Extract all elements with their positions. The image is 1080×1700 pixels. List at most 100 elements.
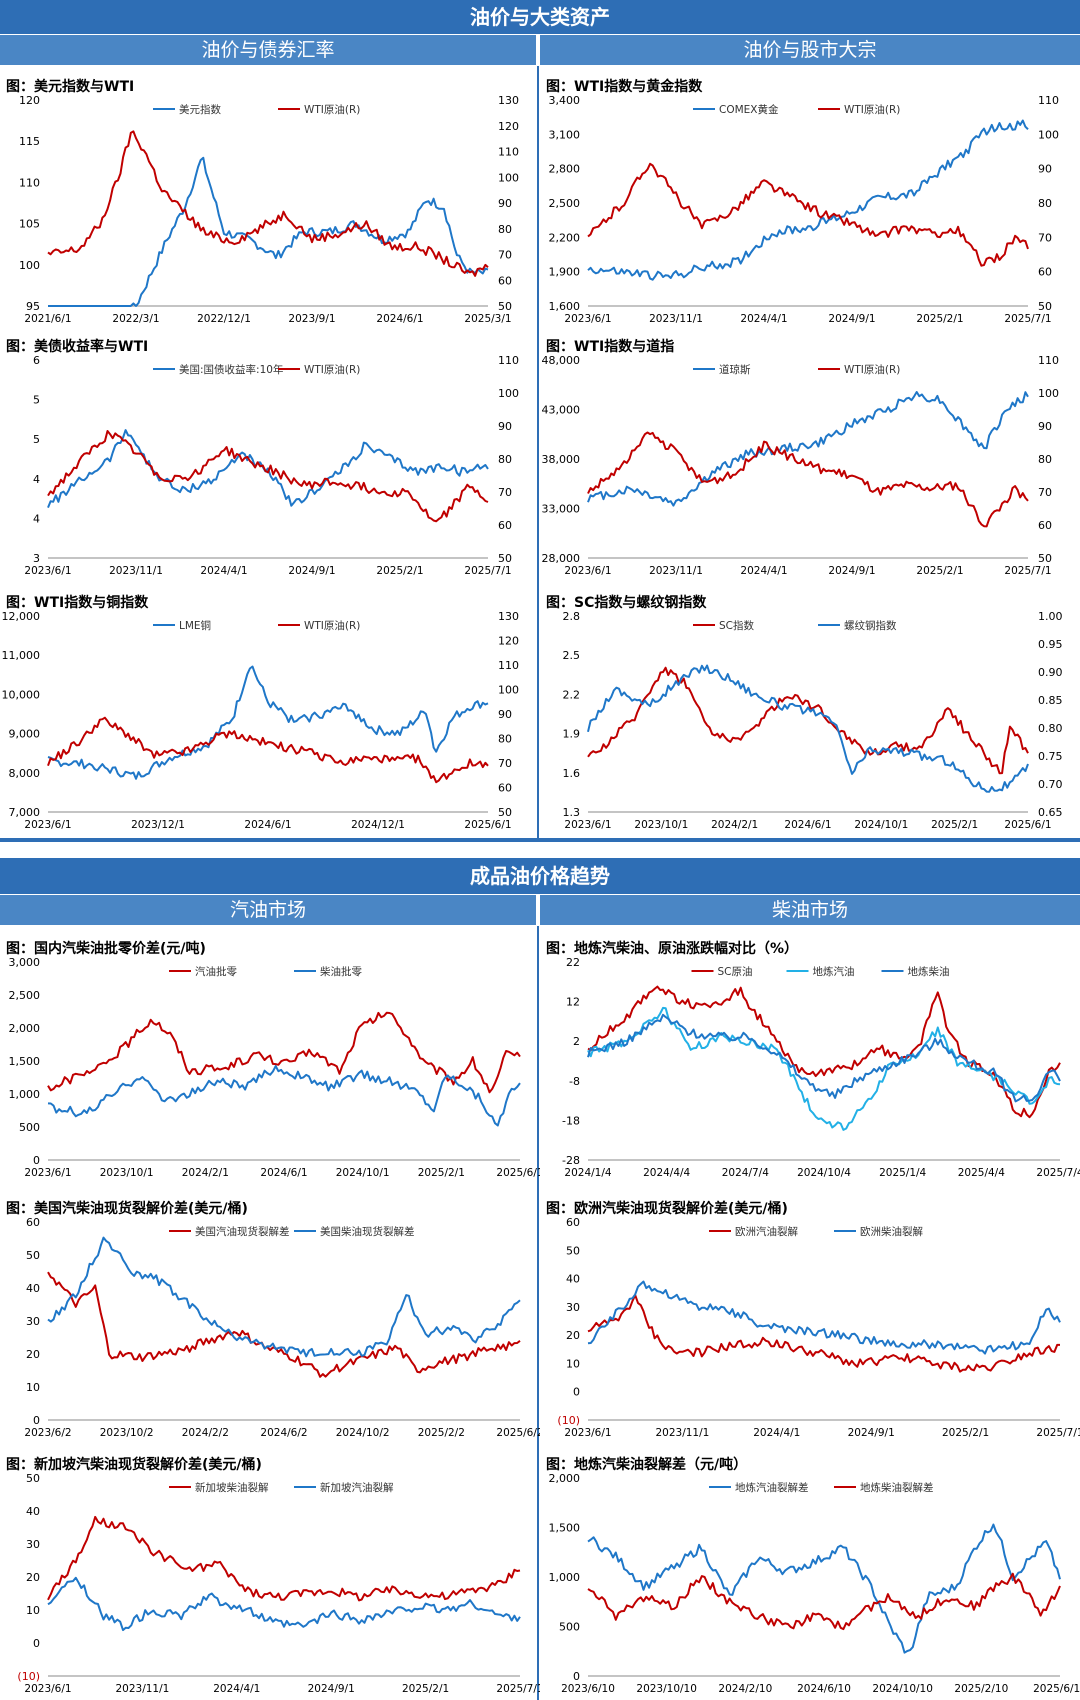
chart-panel-wti-copper: 图：WTI指数与铜指数 12,000 11,000 10,000 9,000 8,000…: [0, 588, 540, 836]
series-line: [47, 665, 489, 780]
series-line: [587, 1572, 1061, 1631]
y-tick-label: 3,400: [549, 94, 581, 107]
legend-label: WTI原油(R): [844, 103, 900, 116]
y-tick-label: 2,500: [549, 197, 581, 210]
y2-tick-label: 110: [1038, 94, 1059, 107]
y-tick-label: 2.2: [563, 688, 581, 701]
chart-svg: 12,000 11,000 10,000 9,000 8,000 7,000 130 120 1…: [2, 610, 520, 831]
top-banner: 油价与大类资产: [0, 0, 1080, 34]
x-tick-label: 2024/7/4: [722, 1167, 769, 1179]
legend-label: 地炼汽油裂解差: [735, 1481, 809, 1494]
chart-title: 图：地炼汽柴油裂解差（元/吨）: [546, 1457, 748, 1473]
y-tick-label: 115: [19, 135, 40, 148]
x-tick-label: 2024/10/1: [854, 819, 908, 831]
series-line: [47, 430, 489, 523]
y-tick-label: 2,000: [9, 1022, 41, 1035]
y-tick-label: 0: [573, 1386, 580, 1399]
chart-title: 图：美元指数与WTI: [6, 79, 135, 95]
y-tick-label: 40: [566, 1273, 580, 1286]
x-tick-label: 2023/11/1: [649, 313, 703, 325]
y-tick-label: 500: [559, 1621, 580, 1634]
y2-tick-label: 70: [1038, 486, 1052, 499]
y-tick-label: 7,000: [9, 806, 41, 819]
chart-title: 图：WTI指数与铜指数: [6, 595, 149, 611]
center-divider-top: [537, 66, 539, 838]
x-tick-label: 2025/4/4: [958, 1167, 1005, 1179]
y2-tick-label: 90: [498, 197, 512, 210]
y2-tick-label: 80: [1038, 197, 1052, 210]
x-tick-label: 2023/11/1: [655, 1427, 709, 1439]
x-tick-label: 2024/2/1: [711, 819, 758, 831]
y-tick-label: 8,000: [9, 767, 41, 780]
y2-tick-label: 70: [1038, 231, 1052, 244]
chart-title: 图：地炼汽柴油、原油涨跌幅对比（%）: [546, 941, 799, 957]
x-tick-label: 2024/6/1: [784, 819, 831, 831]
x-tick-label: 2025/2/10: [954, 1683, 1008, 1695]
y2-tick-label: 50: [498, 552, 512, 565]
x-tick-label: 2023/6/1: [24, 1167, 71, 1179]
y-tick-label: (10): [17, 1670, 40, 1683]
y-tick-label: 0: [573, 1670, 580, 1683]
x-tick-label: 2024/2/2: [182, 1427, 229, 1439]
y-tick-label: 2: [573, 1035, 580, 1048]
y-tick-label: 12,000: [2, 610, 41, 623]
legend-label: 美国柴油现货裂解差: [320, 1225, 415, 1238]
y-tick-label: 1.9: [563, 728, 581, 741]
y2-tick-label: 90: [1038, 163, 1052, 176]
y-tick-label: 30: [26, 1315, 40, 1328]
x-tick-label: 2025/2/1: [402, 1683, 449, 1695]
x-tick-label: 2024/6/10: [797, 1683, 851, 1695]
y2-tick-label: 100: [1038, 128, 1059, 141]
y2-tick-label: 90: [498, 420, 512, 433]
x-tick-label: 2023/6/1: [24, 565, 71, 577]
series-line: [47, 130, 489, 277]
y2-tick-label: 0.95: [1038, 638, 1063, 651]
legend-label: 新加坡汽油裂解: [320, 1481, 394, 1494]
x-tick-label: 2025/7/4: [1036, 1167, 1080, 1179]
x-tick-label: 2023/9/1: [288, 313, 335, 325]
x-tick-label: 2024/6/1: [244, 819, 291, 831]
x-tick-label: 2024/4/1: [200, 565, 247, 577]
chart-panel-refinery-crack: 图：地炼汽柴油裂解差（元/吨） 2,000 1,500 1,000 500 0 2023/…: [540, 1450, 1080, 1700]
y-tick-label: 6: [33, 354, 40, 367]
series-line: [587, 119, 1029, 281]
y-tick-label: 105: [19, 218, 40, 231]
y-tick-label: 1.3: [563, 806, 581, 819]
legend-label: 美国汽油现货裂解差: [195, 1225, 290, 1238]
y-tick-label: 2,000: [549, 1472, 581, 1485]
series-line: [587, 162, 1029, 267]
x-tick-label: 2025/2/2: [418, 1427, 465, 1439]
x-tick-label: 2025/6/2: [496, 1427, 540, 1439]
legend-label: 地炼柴油裂解差: [860, 1481, 934, 1494]
y-tick-label: 10,000: [2, 688, 41, 701]
y-tick-label: 60: [26, 1216, 40, 1229]
x-tick-label: 2023/6/1: [564, 313, 611, 325]
x-tick-label: 2024/6/1: [376, 313, 423, 325]
x-tick-label: 2025/2/1: [916, 313, 963, 325]
x-tick-label: 2024/9/1: [828, 565, 875, 577]
legend-label: 道琼斯: [719, 363, 751, 376]
x-tick-label: 2024/2/10: [718, 1683, 772, 1695]
series-line: [587, 1280, 1061, 1355]
x-tick-label: 2024/9/1: [848, 1427, 895, 1439]
chart-title: 图：WTI指数与道指: [546, 339, 675, 355]
y-tick-label: 20: [26, 1348, 40, 1361]
legend-label: 地炼柴油: [908, 965, 950, 978]
chart-svg: 2.8 2.5 2.2 1.9 1.6 1.3 1.00 0.95 0.90 0.85 0.80 0.…: [563, 610, 1063, 831]
y2-tick-label: 60: [1038, 519, 1052, 532]
y2-tick-label: 0.90: [1038, 666, 1063, 679]
y-tick-label: 10: [26, 1604, 40, 1617]
y-tick-label: 3: [33, 552, 40, 565]
y2-tick-label: 110: [498, 354, 519, 367]
x-tick-label: 2025/3/1: [464, 313, 511, 325]
y-tick-label: 500: [19, 1121, 40, 1134]
y2-tick-label: 100: [1038, 387, 1059, 400]
y2-tick-label: 0.65: [1038, 806, 1063, 819]
x-tick-label: 2024/10/1: [336, 1167, 390, 1179]
x-tick-label: 2024/6/2: [260, 1427, 307, 1439]
y2-tick-label: 90: [1038, 420, 1052, 433]
x-tick-label: 2023/12/1: [131, 819, 185, 831]
series-line: [47, 716, 489, 784]
y-tick-label: 0: [33, 1414, 40, 1427]
